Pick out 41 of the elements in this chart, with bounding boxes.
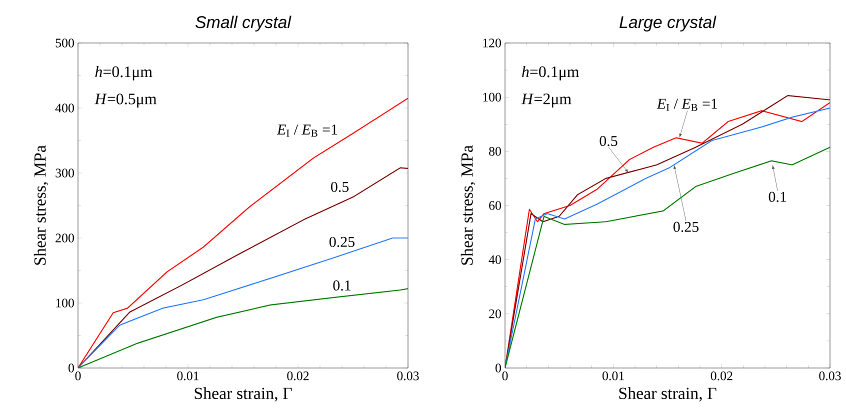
x-axis-title: Shear strain, Γ bbox=[194, 387, 292, 402]
annotation: h=0.1μm bbox=[522, 66, 580, 80]
line-series bbox=[505, 146, 830, 368]
annotation: 0.25 bbox=[329, 236, 354, 247]
y-tick-label: 120 bbox=[483, 38, 501, 48]
y-axis-title: Shear stress, MPa bbox=[34, 145, 48, 265]
y-axis-title: Shear stress, MPa bbox=[460, 145, 476, 265]
y-tick-label: 200 bbox=[56, 234, 74, 242]
y-tick-label: 400 bbox=[55, 104, 74, 112]
line-series bbox=[78, 237, 408, 368]
chart-title: Large crystal bbox=[620, 16, 716, 32]
x-tick-label: 0.02 bbox=[710, 372, 732, 380]
x-tick-label: 0.01 bbox=[177, 372, 199, 380]
x-tick-label: 0 bbox=[502, 372, 508, 380]
annotation: H=2μm bbox=[521, 94, 572, 108]
annotation: E$_{I}$ / E$_{B}$ =1 bbox=[276, 124, 338, 137]
y-tick-label: 60 bbox=[489, 201, 501, 210]
annotation: H=0.5μm bbox=[94, 94, 157, 108]
y-tick-label: 80 bbox=[489, 146, 501, 156]
y-tick-label: 0 bbox=[68, 364, 74, 372]
y-tick-label: 100 bbox=[483, 92, 501, 102]
y-tick-label: 20 bbox=[489, 309, 501, 318]
x-tick-label: 0 bbox=[75, 372, 81, 380]
annotation: 0.1 bbox=[333, 280, 350, 291]
annotation: 0.25 bbox=[674, 222, 699, 232]
annotation: 0.1 bbox=[768, 192, 786, 202]
x-axis-title: Shear strain, Γ bbox=[619, 387, 716, 402]
x-tick-label: 0.03 bbox=[397, 372, 419, 380]
y-tick-label: 100 bbox=[56, 298, 74, 308]
x-tick-label: 0.03 bbox=[819, 372, 841, 380]
annotation: E$_{I}$ / E$_{B}$ =1 bbox=[656, 98, 718, 111]
x-tick-label: 0.01 bbox=[602, 372, 624, 380]
y-tick-label: 0 bbox=[496, 364, 501, 372]
y-tick-label: 300 bbox=[56, 168, 74, 178]
chart-title: Small crystal bbox=[195, 16, 292, 32]
x-tick-label: 0.02 bbox=[287, 372, 309, 380]
annotation: 0.5 bbox=[600, 136, 618, 146]
annotation: 0.5 bbox=[331, 182, 349, 192]
annotation: h=0.1μm bbox=[95, 66, 152, 80]
y-tick-label: 40 bbox=[488, 255, 501, 264]
y-tick-label: 500 bbox=[56, 38, 74, 48]
